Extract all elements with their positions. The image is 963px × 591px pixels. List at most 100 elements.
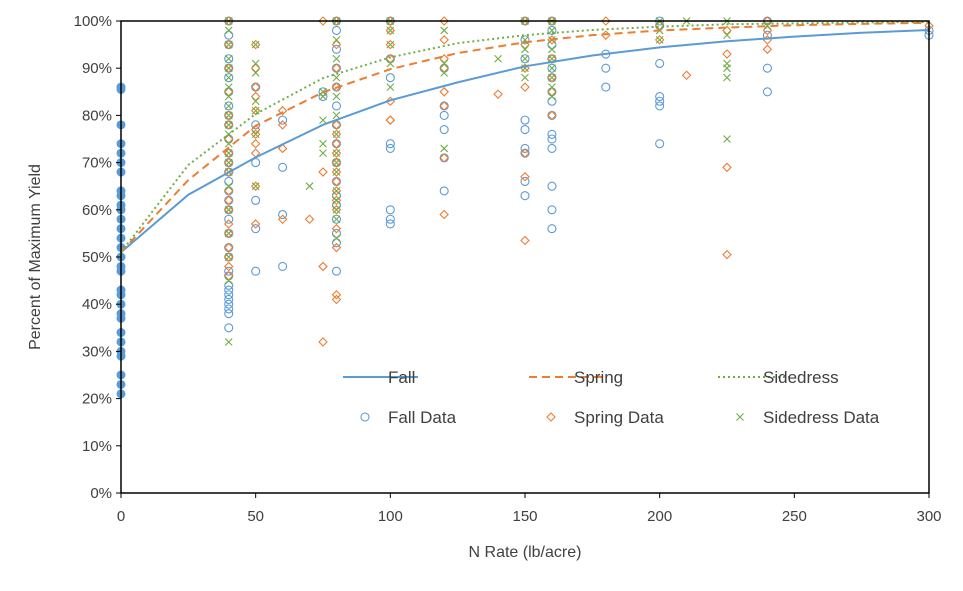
spring-curve (120, 21, 930, 253)
sidedress-data-point (440, 59, 449, 68)
fall-data-point (655, 58, 665, 69)
legend: Fall Spring Sidedress Fall Data Spring Data S… (343, 368, 880, 427)
fall-data-point (547, 224, 557, 234)
sidedress-data-point (521, 54, 529, 63)
sidedress-data-point (224, 83, 233, 91)
fall-data-point (520, 191, 530, 201)
fall-data-point (655, 139, 665, 149)
fall-data-point (224, 266, 234, 276)
sidedress-data-point (224, 40, 233, 49)
spring-data-point (223, 16, 234, 26)
x-tick-label: 50 (247, 508, 264, 525)
fall-data-point (331, 120, 342, 130)
spring-data-point (520, 235, 530, 246)
sidedress-data-point (521, 45, 529, 54)
legend-label-sidedress: Sidedress (763, 368, 839, 387)
spring-data-point (331, 242, 342, 253)
spring-data-point (331, 167, 342, 177)
fall-data-point (385, 219, 395, 229)
fall-data-point (520, 143, 530, 153)
spring-data-point (277, 143, 288, 154)
fall-data-point (331, 44, 342, 54)
spring-data-point (547, 110, 557, 121)
y-axis-label: Percent of Maximum Yield (27, 164, 44, 350)
sidedress-data-point (224, 149, 233, 158)
sidedress-data-point (224, 54, 233, 63)
fall-data-point (385, 73, 395, 83)
sidedress-data-point (224, 139, 233, 148)
x-tick-label: 200 (647, 508, 672, 525)
fall-data-point (655, 91, 665, 102)
x-tick-label: 150 (512, 508, 537, 525)
fall-data-point (762, 87, 772, 97)
spring-data-point (250, 129, 261, 140)
spring-data-point (318, 167, 328, 177)
spring-data-point (223, 252, 234, 262)
spring-data-point (385, 115, 396, 125)
fall-data-point (762, 63, 772, 73)
plot-marks (116, 16, 934, 399)
fall-data-point (331, 139, 342, 149)
spring-data-point (223, 157, 234, 168)
sidedress-data-point (386, 83, 395, 91)
sidedress-data-point (332, 234, 341, 243)
fall-data-point (439, 186, 449, 196)
y-tick-label: 70% (82, 155, 112, 172)
sidedress-data-point (332, 35, 341, 44)
sidedress-data-point (548, 92, 556, 101)
spring-data-point (722, 162, 732, 173)
sidedress-data-point (548, 26, 556, 35)
sidedress-data-point (332, 196, 341, 205)
fall-data-point (655, 101, 665, 111)
spring-data-point (250, 39, 261, 50)
spring-data-point (331, 223, 342, 234)
fall-data-point (547, 96, 557, 106)
sidedress-data-point (332, 205, 341, 214)
spring-data-point (318, 16, 328, 26)
fall-data-point (224, 309, 234, 319)
y-tick-label: 0% (90, 485, 112, 502)
spring-data-point (223, 120, 234, 130)
spring-data-point (385, 25, 396, 36)
sidedress-data-point (224, 158, 233, 167)
spring-data-point (722, 249, 732, 260)
fall-data-point (520, 35, 530, 45)
spring-data-point (722, 49, 732, 59)
fall-data-point (439, 63, 449, 73)
fall-data-point (520, 125, 530, 135)
fall-data-point (224, 30, 234, 40)
fall-data-point (385, 139, 395, 149)
sidedress-data-point (251, 106, 260, 115)
sidedress-data-point (548, 73, 556, 82)
sidedress-data-point (251, 40, 260, 49)
fall-data-point (278, 162, 288, 172)
sidedress-data-point (224, 73, 233, 82)
sidedress-data-point (224, 64, 233, 73)
spring-data-point (762, 44, 773, 55)
sidedress-data-point (386, 40, 395, 49)
x-tick-label: 250 (782, 508, 807, 525)
sidedress-data-point (251, 130, 260, 139)
spring-data-point (601, 16, 611, 26)
sidedress-data-point (332, 168, 341, 176)
fall-data-point (439, 125, 449, 135)
fall-data-point (439, 101, 449, 111)
sidedress-data-point (332, 54, 341, 63)
y-tick-label: 10% (82, 438, 112, 455)
fall-data-point (439, 153, 449, 163)
fall-data-point (547, 110, 557, 120)
spring-data-point (277, 120, 288, 130)
sidedress-data-point (224, 338, 233, 346)
spring-data-point (223, 261, 234, 272)
spring-data-point (331, 129, 342, 140)
fall-data-point (601, 63, 611, 73)
y-tick-label: 20% (82, 391, 112, 408)
fall-data-point (520, 148, 530, 158)
sidedress-data-point (723, 31, 731, 40)
fall-data-point (251, 82, 261, 92)
sidedress-data-point (332, 215, 341, 224)
sidedress-data-point (494, 54, 502, 63)
legend-marker-fall-data (360, 412, 370, 422)
spring-data-point (223, 195, 234, 206)
